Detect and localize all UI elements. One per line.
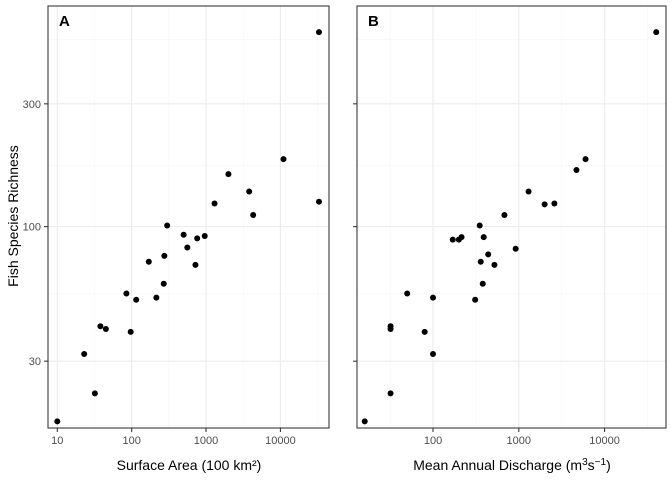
data-point [180,231,187,238]
y-tick-label: 100 [23,222,41,234]
x-tick-label: 100 [122,435,140,447]
data-point [551,200,558,207]
data-point [421,328,428,335]
data-point [91,390,98,397]
x-axis-title-b: Mean Annual Discharge (m3s−1) [413,457,611,474]
x-axis-title-a: Surface Area (100 km²) [117,457,262,473]
data-point [573,166,580,173]
data-point [133,296,140,303]
data-point [512,245,519,252]
data-point [387,323,394,330]
data-point [480,234,487,241]
data-point [653,29,660,36]
data-point [387,390,394,397]
data-point [250,211,257,218]
data-point [201,232,208,239]
x-axis-title-b-end: ) [606,457,611,473]
data-point [184,244,191,251]
data-point [501,211,508,218]
x-tick-label: 1000 [507,435,531,447]
data-point [280,156,287,163]
data-point [102,326,109,333]
data-point [485,251,492,258]
data-point [81,350,88,357]
data-point [194,235,201,242]
data-point [160,280,167,287]
data-point [211,200,218,207]
data-point [472,296,479,303]
data-point [479,280,486,287]
data-point [525,188,532,195]
data-point [315,29,322,36]
data-point [477,258,484,265]
panel-a: 10 100 1000 10000 30 100 300 A [23,5,330,447]
panel-border [356,5,667,429]
data-point [145,258,152,265]
x-tick-label: 1000 [194,435,218,447]
data-point [54,418,61,425]
x-axis-title-b-sup2: −1 [595,457,607,468]
panel-tag: A [59,13,70,30]
panel-background [48,6,329,428]
data-point [404,290,411,297]
data-point [127,328,134,335]
panel-tag: B [368,13,379,30]
data-point [192,261,199,268]
y-axis-title: Fish Species Richness [5,145,21,287]
data-point [161,252,168,259]
x-tick-label: 10 [51,435,63,447]
data-point [476,222,483,229]
x-tick-label: 10000 [265,435,296,447]
data-point [225,171,232,178]
y-tick-label: 30 [29,356,41,368]
panel-border [47,5,330,429]
x-tick-label: 10000 [589,435,620,447]
panel-background [357,6,666,428]
data-point [582,156,589,163]
data-point [491,261,498,268]
x-axis-title-b-sup1: 3 [582,457,588,468]
data-point [97,323,104,330]
data-point [458,234,465,241]
panel-b: 100 1000 10000 B [353,5,667,447]
data-point [430,294,437,301]
x-tick-label: 100 [424,435,442,447]
y-tick-label: 300 [23,99,41,111]
data-point [315,198,322,205]
data-point [541,201,548,208]
x-axis-title-b-mid: s [588,457,595,473]
data-point [123,290,130,297]
data-point [153,294,160,301]
data-point [246,188,253,195]
data-point [164,222,171,229]
data-point [449,236,456,243]
data-point [361,418,368,425]
x-axis-title-b-main: Mean Annual Discharge (m [413,457,582,473]
data-point [430,350,437,357]
